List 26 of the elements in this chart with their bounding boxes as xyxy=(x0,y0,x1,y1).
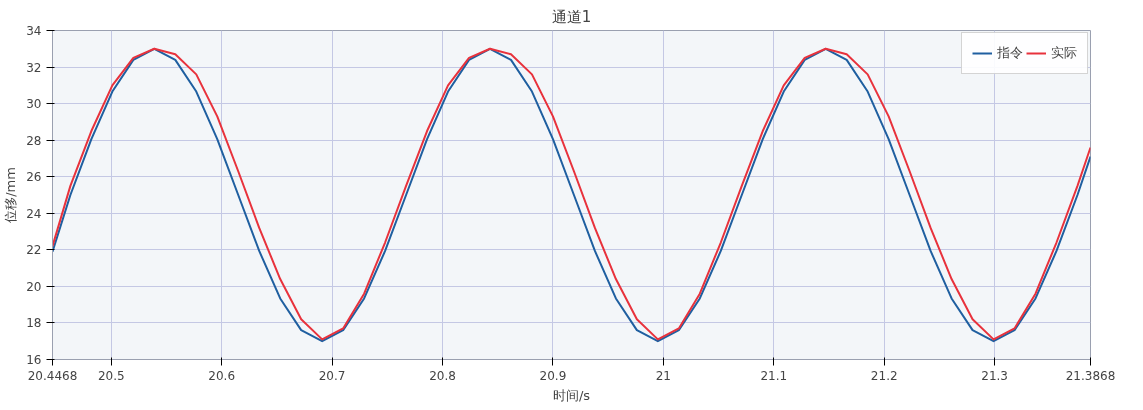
legend-label: 实际 xyxy=(1051,44,1077,62)
legend-label: 指令 xyxy=(997,44,1023,62)
x-tick-label: 20.7 xyxy=(318,368,346,383)
x-tick-label: 20.5 xyxy=(97,368,125,383)
x-axis-title: 时间/s xyxy=(552,387,591,403)
x-tick-label: 21.1 xyxy=(760,368,788,383)
y-tick-label: 24 xyxy=(26,206,42,221)
y-tick-label: 28 xyxy=(26,133,42,148)
y-tick-label: 16 xyxy=(26,353,42,367)
y-axis-title: 位移/mm xyxy=(3,167,19,223)
x-tick-label: 21.2 xyxy=(870,368,898,383)
x-tick-label: 21.3 xyxy=(981,368,1009,383)
x-tick-label: 21.3868 xyxy=(1065,368,1116,383)
x-tick-label: 20.4468 xyxy=(27,368,78,383)
x-tick-label: 20.6 xyxy=(208,368,236,383)
y-tick-label: 20 xyxy=(26,279,42,294)
y-tick-label: 34 xyxy=(26,24,42,38)
y-tick-label: 22 xyxy=(26,243,42,258)
y-tick-label: 26 xyxy=(26,170,42,185)
x-tick-label: 20.9 xyxy=(539,368,567,383)
x-tick-label: 20.8 xyxy=(429,368,456,383)
y-tick-label: 18 xyxy=(26,316,42,331)
y-tick-label: 30 xyxy=(26,97,42,112)
chart-title: 通道1 xyxy=(551,7,592,26)
y-tick-label: 32 xyxy=(26,60,42,75)
x-tick-label: 21 xyxy=(655,368,672,383)
